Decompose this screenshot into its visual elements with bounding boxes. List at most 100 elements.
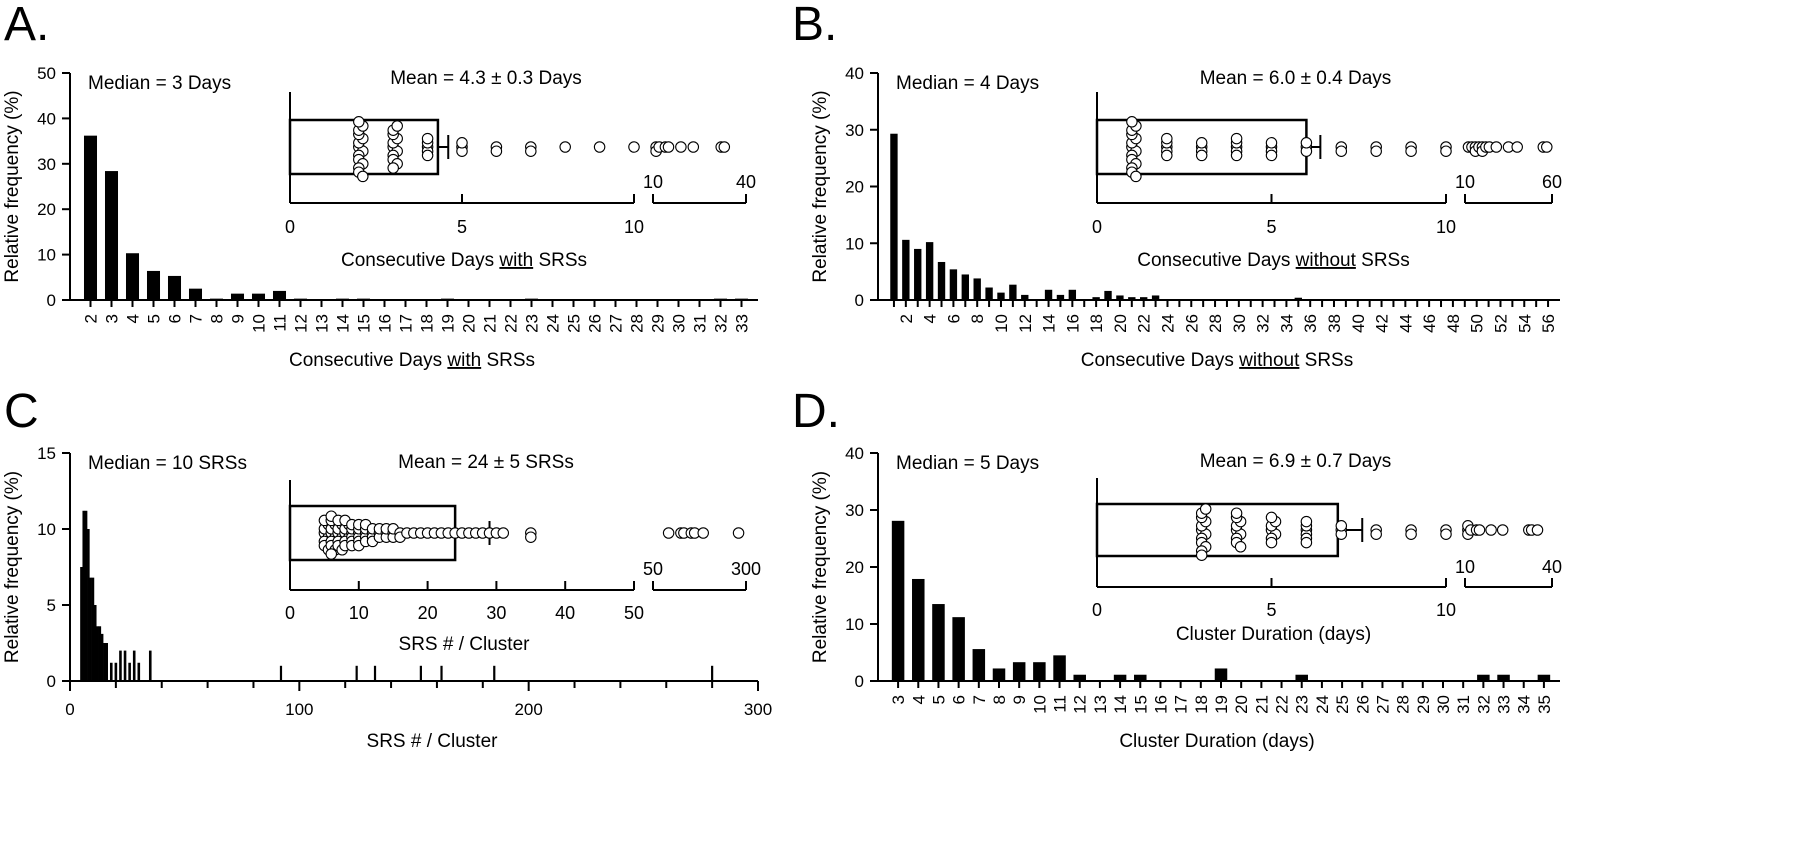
y-tick-label: 40 [845,444,864,463]
x-tick-label: 50 [1468,314,1487,333]
mean-annotation: Mean = 24 ± 5 SRSs [398,452,574,473]
inset-x-axis-title-pre: Consecutive Days [341,250,499,271]
bar [293,298,308,300]
y-tick-label: 30 [845,501,864,520]
x-tick-label: 300 [744,700,772,719]
panel-letter: C [4,385,39,438]
x-tick-label: 26 [1182,314,1201,333]
x-axis-title: Consecutive Days with SRSs [289,350,535,371]
inset-x-tick-label: 0 [285,217,295,237]
data-point [1440,528,1452,540]
inset-x-tick-label: 10 [1436,217,1456,237]
data-point [662,527,675,539]
data-point [593,141,606,153]
bar [711,665,714,681]
x-tick-label: 5 [145,314,164,323]
y-tick-label: 30 [845,121,864,140]
x-tick-label: 21 [481,314,500,333]
bar [167,275,182,300]
y-tick-label: 15 [37,444,56,463]
inset-x-axis-title-pre: Cluster Duration (days) [1176,624,1371,645]
x-tick-label: 22 [1273,695,1292,714]
median-annotation: Median = 4 Days [896,73,1039,94]
x-tick-label: 18 [1087,314,1106,333]
y-tick-label: 10 [37,520,56,539]
x-tick-label: 11 [1051,695,1070,713]
inset-x-axis-title-post: SRSs [533,250,587,271]
data-point [456,137,468,149]
bar [1477,674,1490,681]
data-point [1300,137,1313,149]
data-point [718,141,731,153]
bar [1295,674,1308,681]
x-tick-label: 100 [285,700,313,719]
y-tick-label: 10 [37,246,56,265]
inset-4: Mean = 6.9 ± 0.7 Days 0 5 10 10 40 Cluster Dur… [1092,451,1562,645]
data-point [687,141,700,153]
x-tick-label: 42 [1373,314,1392,333]
mean-annotation: Mean = 6.0 ± 0.4 Days [1200,68,1392,89]
bar [335,298,350,300]
inset-x-axis-title-underlined: without [1295,250,1357,271]
bar [128,662,131,681]
x-tick-label: 2 [82,314,101,323]
bar [1128,297,1136,300]
x-tick-label: 3 [889,695,908,704]
x-tick-label: 12 [1071,695,1090,714]
y-tick-label: 40 [37,109,56,128]
x-tick-label: 31 [691,314,710,333]
inset-x-tick-label: 40 [1542,557,1562,577]
inset-x-axis-title: SRS # / Cluster [399,634,531,655]
bar [251,293,266,300]
data-point [1265,511,1278,524]
y-axis-title: Relative frequency (%) [2,471,23,663]
x-tick-label: 9 [1010,695,1029,704]
bar [80,567,83,681]
x-tick-label: 27 [607,314,626,333]
data-point [1234,541,1247,553]
x-tick-label: 9 [229,314,248,323]
x-tick-label: 4 [909,695,928,704]
median-annotation: Median = 10 SRSs [88,453,247,474]
bar [188,288,203,300]
bar [279,665,283,681]
x-tick-label: 38 [1325,314,1344,333]
x-tick-label: 32 [1254,314,1273,333]
inset-x-axis-title: Consecutive Days with SRSs [341,250,587,271]
x-tick-label: 23 [523,314,542,333]
bar [230,293,245,300]
inset-x-tick-label: 0 [1092,600,1102,620]
x-axis-title-pre: SRS # / Cluster [367,731,499,752]
inset-x-tick-label: 10 [1455,172,1475,192]
data-point [1511,141,1523,153]
x-axis-title-underlined: without [1238,350,1300,371]
bar [1068,289,1077,300]
x-tick-label: 36 [1301,314,1320,333]
bar [123,650,127,681]
bar [902,239,910,300]
inset-x-tick-label: 60 [1542,172,1562,192]
data-point [1199,503,1212,515]
inset-x-tick-label: 20 [418,603,438,623]
x-tick-label: 8 [968,314,987,323]
bar [1053,655,1066,681]
bar [100,633,104,681]
bar [137,662,141,681]
data-point [732,527,745,539]
x-tick-label: 28 [1206,314,1225,333]
x-axis-title: Consecutive Days without SRSs [1081,350,1353,371]
bar [373,665,377,681]
inset-x-tick-label: 10 [349,603,369,623]
data-point [1405,145,1417,157]
x-tick-label: 29 [649,314,668,333]
x-tick-label: 22 [502,314,521,333]
x-tick-label: 20 [1111,314,1130,333]
x-tick-label: 16 [1063,314,1082,333]
x-axis-title-post: SRSs [1299,350,1353,371]
bar [1497,674,1510,681]
inset-x-tick-label: 10 [643,172,663,192]
data-point [525,145,537,157]
data-point [697,527,709,539]
x-tick-label: 2 [897,314,916,323]
